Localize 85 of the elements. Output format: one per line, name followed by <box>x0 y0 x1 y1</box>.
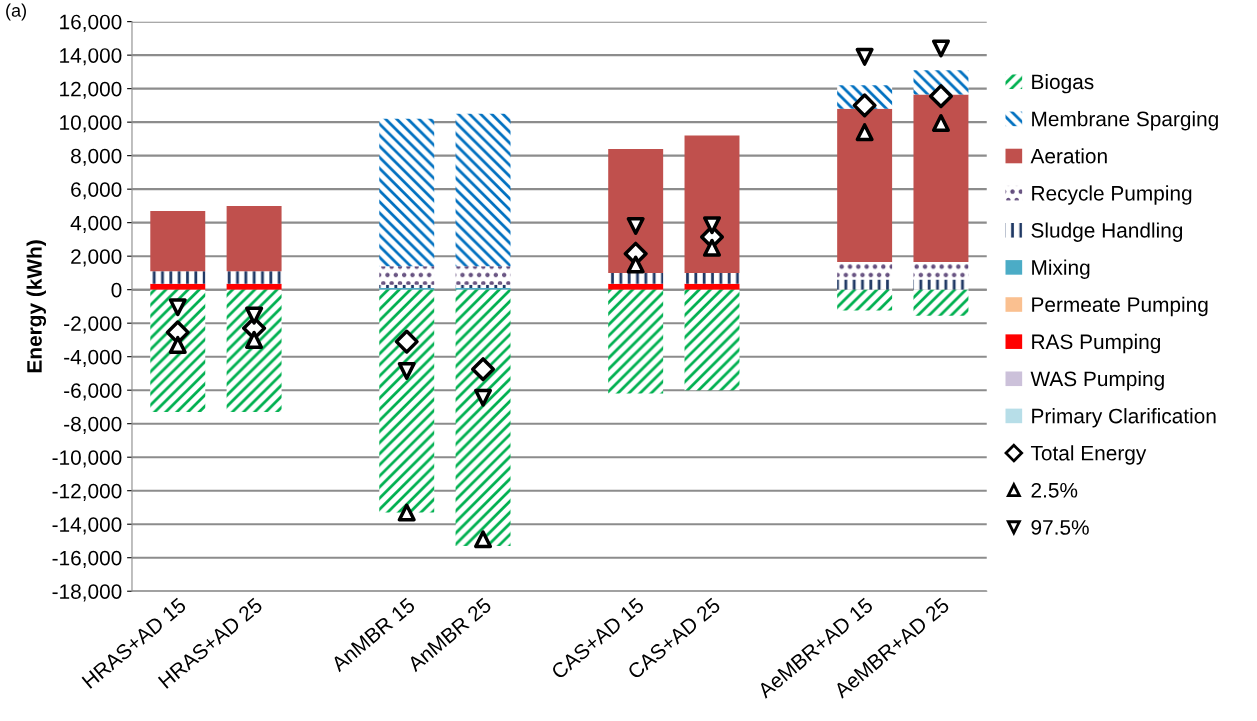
point <box>474 388 493 407</box>
bar <box>150 210 206 272</box>
y-tick-label: 14,000 <box>60 48 122 66</box>
bar <box>684 283 740 290</box>
bar <box>684 135 740 273</box>
legend-label: Total Energy <box>1030 445 1147 465</box>
legend-label: 97.5% <box>1031 520 1089 535</box>
bar <box>684 289 740 391</box>
point <box>855 123 874 142</box>
bar <box>379 266 435 285</box>
bar <box>608 272 664 284</box>
bar <box>226 271 282 284</box>
point <box>397 361 416 380</box>
bar <box>837 108 893 263</box>
legend-label: Mixing <box>1032 259 1090 280</box>
bar <box>455 113 511 267</box>
bar <box>226 289 282 412</box>
legend-label: 2.5% <box>1031 482 1078 498</box>
text: (a) <box>6 3 26 21</box>
y-tick-label: 8,000 <box>71 148 122 166</box>
y-tick-label: -16,000 <box>52 550 122 568</box>
bar <box>379 289 435 513</box>
y-tick-label: -4,000 <box>64 349 122 367</box>
point <box>168 335 187 354</box>
point <box>394 329 419 354</box>
legend-label: Membrane Sparging <box>1032 111 1218 131</box>
point <box>852 93 877 118</box>
bar <box>913 262 969 280</box>
legend-label: Recycle Pumping <box>1032 185 1192 205</box>
y-tick-label: -10,000 <box>52 450 122 468</box>
y-tick-label: 2,000 <box>71 249 122 267</box>
point <box>245 330 264 349</box>
y-tick-label: -14,000 <box>52 517 122 535</box>
bar <box>913 70 969 95</box>
bar <box>379 118 435 267</box>
legend-label: Biogas <box>1032 73 1094 94</box>
point <box>474 530 493 549</box>
y-tick-label: -12,000 <box>52 483 122 501</box>
point <box>931 39 950 58</box>
y-tick-label: 6,000 <box>71 182 122 200</box>
y-tick-label: 16,000 <box>60 14 122 32</box>
y-tick-label: 12,000 <box>60 81 122 99</box>
point <box>168 298 187 317</box>
legend-label: Sludge Handling <box>1031 222 1183 242</box>
bar <box>684 272 740 284</box>
point <box>702 216 722 235</box>
legend-label: RAS Pumping <box>1032 333 1160 354</box>
point <box>245 306 264 325</box>
bar <box>226 283 282 290</box>
bar <box>455 266 511 285</box>
legend-label: Aeration <box>1030 148 1107 164</box>
bar <box>455 289 511 546</box>
bar <box>608 148 664 273</box>
y-axis-title: Energy (kWh) <box>26 240 47 373</box>
point <box>931 113 950 133</box>
legend-label: Permeate Pumping <box>1032 296 1208 317</box>
y-tick-label: 0 <box>111 282 122 298</box>
point <box>928 84 953 109</box>
y-tick-label: -6,000 <box>64 383 122 401</box>
point <box>626 255 645 274</box>
bar <box>608 289 664 394</box>
bar <box>226 205 282 272</box>
bar <box>913 94 969 263</box>
point <box>855 47 874 66</box>
bar <box>913 279 969 290</box>
bar <box>837 279 893 290</box>
y-tick-label: 4,000 <box>70 215 122 233</box>
bar <box>150 283 206 290</box>
y-tick-label: -2,000 <box>64 316 122 334</box>
y-tick-label: 10,000 <box>60 115 122 133</box>
bar <box>150 271 206 284</box>
point <box>626 216 645 236</box>
bar <box>837 262 893 280</box>
bar <box>455 284 511 288</box>
bar <box>837 289 893 311</box>
y-tick-label: -18,000 <box>52 584 122 602</box>
legend-label: Primary Clarification <box>1032 408 1216 428</box>
point <box>471 357 496 382</box>
point <box>702 238 722 257</box>
point <box>397 503 416 522</box>
y-tick-label: -8,000 <box>64 416 122 434</box>
bar <box>913 289 969 316</box>
legend-label: WAS Pumping <box>1030 370 1164 391</box>
bar <box>608 283 664 290</box>
bar <box>150 289 206 412</box>
